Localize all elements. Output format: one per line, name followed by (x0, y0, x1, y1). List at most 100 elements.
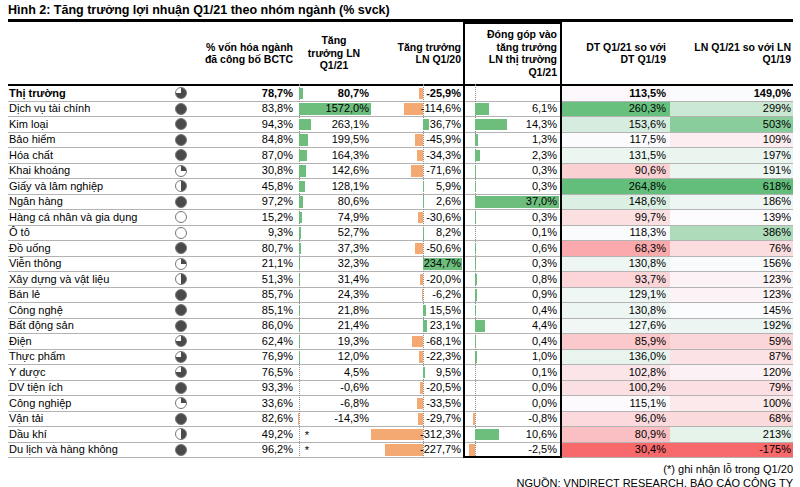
coverage-value: 86,0% (194, 319, 299, 332)
coverage-value-text: 62,4% (262, 335, 293, 347)
growth-q120-value-text: -29,7% (426, 412, 461, 424)
coverage-harvey-ball-icon (175, 87, 187, 99)
profit-vs-q119-value: 59% (670, 334, 793, 349)
industry-label: Dịch vụ tài chính (8, 102, 168, 115)
coverage-value-text: 15,2% (262, 211, 293, 223)
positive-growth-bar (475, 289, 477, 301)
growth-q121-value: 52,7% (299, 226, 374, 239)
contribution-value: 0,0% (465, 397, 562, 410)
revenue-vs-q119-value-text: 99,7% (635, 211, 666, 224)
profit-vs-q119-value: 186% (670, 195, 793, 210)
coverage-value-text: 9,3% (268, 226, 293, 238)
coverage-ball-cell (168, 118, 194, 130)
contribution-value-text: 37,0% (526, 195, 557, 207)
industry-label-text: Điện (9, 335, 32, 347)
coverage-value: 30,8% (194, 164, 299, 177)
revenue-vs-q119-value-text: 260,3% (629, 102, 666, 115)
industry-label-text: Bất động sản (9, 319, 74, 331)
revenue-vs-q119-value: 96,0% (562, 412, 670, 427)
revenue-vs-q119-value-text: 115,1% (630, 397, 667, 410)
table-row: Dịch vụ tài chính83,8%1572,0%-114,6%6,1%… (8, 102, 793, 118)
report-figure: Hình 2: Tăng trưởng lợi nhuận Q1/21 theo… (0, 0, 800, 487)
contribution-value: -2,5% (465, 443, 562, 456)
growth-q121-value-text: -6,8% (340, 397, 369, 409)
industry-label: Hóa chất (8, 149, 168, 162)
table-row: Ngân hàng97,2%80,6%2,6%37,0%148,6%186% (8, 195, 793, 211)
contribution-value-text: 0,9% (532, 288, 557, 300)
growth-q120-value: -6,2% (374, 288, 465, 301)
profit-vs-q119-value: 156% (670, 257, 793, 272)
profit-vs-q119-value: 213% (670, 427, 793, 442)
positive-growth-bar (423, 320, 427, 332)
coverage-harvey-ball-icon (175, 335, 187, 347)
coverage-value: 9,3% (194, 226, 299, 239)
table-row: Bất động sản86,0%21,4%23,1%4,4%127,6%192… (8, 319, 793, 335)
growth-q120-value-text: 5,9% (436, 180, 461, 192)
revenue-vs-q119-value: 118,3% (562, 226, 670, 241)
growth-q120-value-text: 36,7% (430, 118, 461, 130)
growth-q121-value-text: 128,1% (332, 180, 369, 192)
column-header-contribution: Đóng góp vào tăng trưởng LN thị trường Q… (465, 28, 562, 78)
industry-label: Thị trường (8, 87, 168, 100)
positive-growth-bar (299, 165, 306, 177)
profit-vs-q119-value: 618% (670, 179, 793, 194)
growth-q120-value: 8,2% (374, 226, 465, 239)
coverage-ball-cell (168, 87, 194, 99)
growth-q121-value: 164,3% (299, 149, 374, 162)
profit-vs-q119-value-text: 197% (763, 149, 791, 162)
coverage-value-text: 82,6% (262, 412, 293, 424)
coverage-value: 93,3% (194, 381, 299, 394)
revenue-vs-q119-value-text: 102,8% (629, 366, 666, 379)
industry-label-text: Khai khoáng (9, 164, 70, 176)
industry-label: Điện (8, 335, 168, 348)
table-row: Thực phẩm76,9%12,0%-22,3%1,0%136,0%87% (8, 350, 793, 366)
revenue-vs-q119-value-text: 68,3% (635, 242, 666, 255)
profit-vs-q119-value-text: 149,0% (754, 87, 791, 100)
contribution-value: 0,9% (465, 288, 562, 301)
table-row: Khai khoáng30,8%142,6%-71,6%0,3%90,6%191… (8, 164, 793, 180)
profit-vs-q119-value-text: 76% (769, 242, 791, 255)
table-row: Bảo hiểm84,8%199,5%-45,9%1,3%117,5%109% (8, 133, 793, 149)
growth-q120-value-text: 23,1% (430, 319, 461, 331)
growth-q121-value: 74,9% (299, 211, 374, 224)
profit-vs-q119-value-text: -175% (759, 443, 791, 456)
growth-q120-value-text: -20,0% (426, 273, 461, 285)
profit-vs-q119-value-text: 123% (763, 273, 791, 286)
coverage-harvey-ball-icon (175, 304, 187, 316)
table-row: Hóa chất87,0%164,3%-34,3%2,3%131,5%197% (8, 148, 793, 164)
industry-label: Bất động sản (8, 319, 168, 332)
industry-label: Kim loại (8, 118, 168, 131)
revenue-vs-q119-value: 127,6% (562, 319, 670, 334)
growth-q121-value-text: 19,3% (338, 335, 369, 347)
coverage-harvey-ball-icon (175, 211, 187, 223)
revenue-vs-q119-value-text: 130,8% (629, 257, 666, 270)
contribution-value-text: -2,5% (528, 443, 557, 455)
growth-q121-value: 37,3% (299, 242, 374, 255)
industry-label: Ngân hàng (8, 195, 168, 208)
contribution-value-text: -0,8% (528, 412, 557, 424)
profit-vs-q119-value: 87% (670, 350, 793, 365)
contribution-value-text: 2,3% (532, 149, 557, 161)
growth-q121-value: 142,6% (299, 164, 374, 177)
growth-q120-value-text: -34,3% (426, 149, 461, 161)
positive-growth-bar (423, 227, 424, 239)
revenue-vs-q119-value-text: 129,1% (629, 288, 666, 301)
coverage-ball-cell (168, 444, 194, 456)
industry-label-text: Thực phẩm (9, 350, 65, 362)
profit-vs-q119-value: 386% (670, 226, 793, 241)
growth-q121-value-text: 4,5% (344, 366, 369, 378)
revenue-vs-q119-value: 129,1% (562, 288, 670, 303)
positive-growth-bar (423, 181, 424, 193)
industry-label-text: Kim loại (9, 118, 48, 130)
industry-label: Công nghệ (8, 304, 168, 317)
table-row: Bán lẻ85,7%24,3%-6,2%0,9%129,1%123% (8, 288, 793, 304)
profit-vs-q119-value-text: 79% (769, 381, 791, 394)
negative-growth-bar (411, 165, 423, 177)
loss-asterisk: * (305, 444, 309, 457)
coverage-ball-cell (168, 165, 194, 177)
positive-growth-bar (299, 351, 300, 363)
industry-label-text: Thị trường (9, 87, 66, 99)
profit-vs-q119-value: 123% (670, 272, 793, 287)
growth-q120-value-text: -68,1% (426, 335, 461, 347)
negative-growth-bar (415, 243, 423, 255)
